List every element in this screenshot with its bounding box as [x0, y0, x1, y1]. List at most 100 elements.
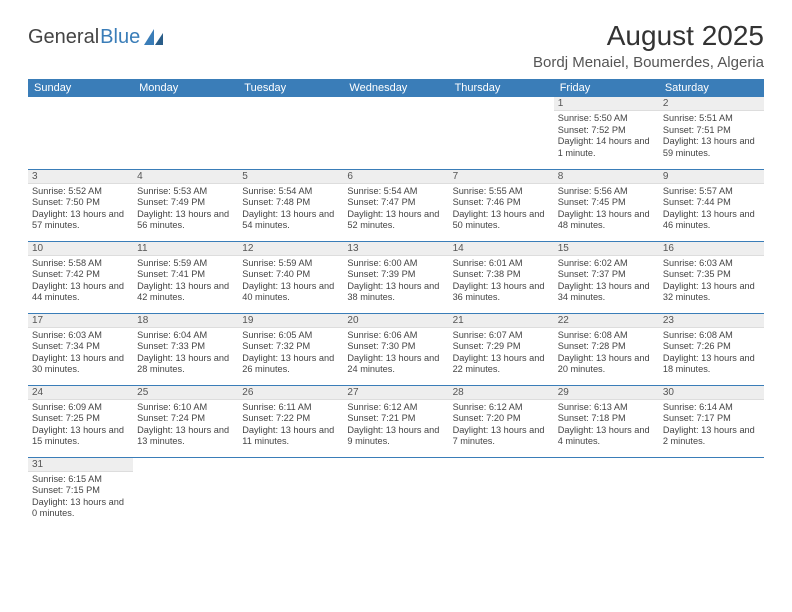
daylight-line: Daylight: 13 hours and 46 minutes.: [663, 209, 760, 232]
sunrise-line: Sunrise: 5:57 AM: [663, 186, 760, 198]
sunset-line: Sunset: 7:45 PM: [558, 197, 655, 209]
logo-text-general: General: [28, 26, 99, 49]
sunrise-line: Sunrise: 5:59 AM: [137, 258, 234, 270]
sunrise-line: Sunrise: 6:12 AM: [453, 402, 550, 414]
daylight-line: Daylight: 13 hours and 4 minutes.: [558, 425, 655, 448]
location: Bordj Menaiel, Boumerdes, Algeria: [533, 54, 764, 71]
day-number: 15: [554, 242, 659, 256]
sunrise-line: Sunrise: 6:09 AM: [32, 402, 129, 414]
day-details: Sunrise: 5:58 AMSunset: 7:42 PMDaylight:…: [28, 256, 133, 306]
daylight-line: Daylight: 13 hours and 30 minutes.: [32, 353, 129, 376]
daylight-line: Daylight: 13 hours and 52 minutes.: [347, 209, 444, 232]
day-number: 3: [28, 170, 133, 184]
calendar-day-cell: [554, 457, 659, 529]
day-details: Sunrise: 5:57 AMSunset: 7:44 PMDaylight:…: [659, 184, 764, 234]
sunset-line: Sunset: 7:29 PM: [453, 341, 550, 353]
sunrise-line: Sunrise: 6:05 AM: [242, 330, 339, 342]
sunset-line: Sunset: 7:47 PM: [347, 197, 444, 209]
daylight-line: Daylight: 13 hours and 32 minutes.: [663, 281, 760, 304]
calendar-day-cell: 5Sunrise: 5:54 AMSunset: 7:48 PMDaylight…: [238, 169, 343, 241]
daylight-line: Daylight: 13 hours and 44 minutes.: [32, 281, 129, 304]
calendar-day-cell: 6Sunrise: 5:54 AMSunset: 7:47 PMDaylight…: [343, 169, 448, 241]
sunrise-line: Sunrise: 5:58 AM: [32, 258, 129, 270]
sunset-line: Sunset: 7:17 PM: [663, 413, 760, 425]
calendar-week-row: 3Sunrise: 5:52 AMSunset: 7:50 PMDaylight…: [28, 169, 764, 241]
day-details: Sunrise: 5:53 AMSunset: 7:49 PMDaylight:…: [133, 184, 238, 234]
calendar-day-cell: [659, 457, 764, 529]
sunset-line: Sunset: 7:37 PM: [558, 269, 655, 281]
day-number: 28: [449, 386, 554, 400]
daylight-line: Daylight: 13 hours and 34 minutes.: [558, 281, 655, 304]
day-details: Sunrise: 6:15 AMSunset: 7:15 PMDaylight:…: [28, 472, 133, 522]
daylight-line: Daylight: 13 hours and 20 minutes.: [558, 353, 655, 376]
sunset-line: Sunset: 7:44 PM: [663, 197, 760, 209]
calendar-day-cell: 21Sunrise: 6:07 AMSunset: 7:29 PMDayligh…: [449, 313, 554, 385]
sunset-line: Sunset: 7:21 PM: [347, 413, 444, 425]
calendar-week-row: 10Sunrise: 5:58 AMSunset: 7:42 PMDayligh…: [28, 241, 764, 313]
daylight-line: Daylight: 13 hours and 36 minutes.: [453, 281, 550, 304]
day-details: Sunrise: 6:08 AMSunset: 7:26 PMDaylight:…: [659, 328, 764, 378]
day-number: 2: [659, 97, 764, 111]
daylight-line: Daylight: 13 hours and 13 minutes.: [137, 425, 234, 448]
daylight-line: Daylight: 13 hours and 50 minutes.: [453, 209, 550, 232]
day-details: Sunrise: 6:07 AMSunset: 7:29 PMDaylight:…: [449, 328, 554, 378]
header: GeneralBlue August 2025 Bordj Menaiel, B…: [28, 20, 764, 71]
calendar-day-cell: 22Sunrise: 6:08 AMSunset: 7:28 PMDayligh…: [554, 313, 659, 385]
title-block: August 2025 Bordj Menaiel, Boumerdes, Al…: [533, 20, 764, 71]
day-details: Sunrise: 6:14 AMSunset: 7:17 PMDaylight:…: [659, 400, 764, 450]
day-details: Sunrise: 6:03 AMSunset: 7:35 PMDaylight:…: [659, 256, 764, 306]
sunset-line: Sunset: 7:30 PM: [347, 341, 444, 353]
day-details: Sunrise: 6:13 AMSunset: 7:18 PMDaylight:…: [554, 400, 659, 450]
day-number: 10: [28, 242, 133, 256]
day-details: Sunrise: 6:10 AMSunset: 7:24 PMDaylight:…: [133, 400, 238, 450]
daylight-line: Daylight: 13 hours and 0 minutes.: [32, 497, 129, 520]
calendar-day-cell: [133, 97, 238, 169]
sunrise-line: Sunrise: 5:55 AM: [453, 186, 550, 198]
calendar-day-cell: 7Sunrise: 5:55 AMSunset: 7:46 PMDaylight…: [449, 169, 554, 241]
sunset-line: Sunset: 7:40 PM: [242, 269, 339, 281]
sunrise-line: Sunrise: 6:13 AM: [558, 402, 655, 414]
day-details: Sunrise: 6:02 AMSunset: 7:37 PMDaylight:…: [554, 256, 659, 306]
sunset-line: Sunset: 7:34 PM: [32, 341, 129, 353]
sunset-line: Sunset: 7:42 PM: [32, 269, 129, 281]
sunrise-line: Sunrise: 6:11 AM: [242, 402, 339, 414]
calendar-day-cell: 23Sunrise: 6:08 AMSunset: 7:26 PMDayligh…: [659, 313, 764, 385]
day-number: 8: [554, 170, 659, 184]
calendar-day-cell: 17Sunrise: 6:03 AMSunset: 7:34 PMDayligh…: [28, 313, 133, 385]
calendar-day-cell: 28Sunrise: 6:12 AMSunset: 7:20 PMDayligh…: [449, 385, 554, 457]
sunset-line: Sunset: 7:38 PM: [453, 269, 550, 281]
daylight-line: Daylight: 13 hours and 26 minutes.: [242, 353, 339, 376]
daylight-line: Daylight: 13 hours and 42 minutes.: [137, 281, 234, 304]
day-number: 9: [659, 170, 764, 184]
sunset-line: Sunset: 7:46 PM: [453, 197, 550, 209]
weekday-header: Thursday: [449, 79, 554, 97]
weekday-header: Friday: [554, 79, 659, 97]
sunset-line: Sunset: 7:39 PM: [347, 269, 444, 281]
calendar-day-cell: 4Sunrise: 5:53 AMSunset: 7:49 PMDaylight…: [133, 169, 238, 241]
daylight-line: Daylight: 13 hours and 22 minutes.: [453, 353, 550, 376]
calendar-day-cell: 19Sunrise: 6:05 AMSunset: 7:32 PMDayligh…: [238, 313, 343, 385]
calendar-day-cell: 27Sunrise: 6:12 AMSunset: 7:21 PMDayligh…: [343, 385, 448, 457]
day-number: 1: [554, 97, 659, 111]
calendar-day-cell: 15Sunrise: 6:02 AMSunset: 7:37 PMDayligh…: [554, 241, 659, 313]
day-number: 21: [449, 314, 554, 328]
day-details: Sunrise: 5:56 AMSunset: 7:45 PMDaylight:…: [554, 184, 659, 234]
sunset-line: Sunset: 7:48 PM: [242, 197, 339, 209]
daylight-line: Daylight: 13 hours and 11 minutes.: [242, 425, 339, 448]
calendar-day-cell: [343, 97, 448, 169]
sunrise-line: Sunrise: 6:03 AM: [663, 258, 760, 270]
calendar-body: 1Sunrise: 5:50 AMSunset: 7:52 PMDaylight…: [28, 97, 764, 529]
calendar-day-cell: 26Sunrise: 6:11 AMSunset: 7:22 PMDayligh…: [238, 385, 343, 457]
daylight-line: Daylight: 13 hours and 2 minutes.: [663, 425, 760, 448]
weekday-header: Saturday: [659, 79, 764, 97]
day-details: Sunrise: 6:03 AMSunset: 7:34 PMDaylight:…: [28, 328, 133, 378]
day-details: Sunrise: 6:12 AMSunset: 7:21 PMDaylight:…: [343, 400, 448, 450]
sunrise-line: Sunrise: 5:51 AM: [663, 113, 760, 125]
day-number: 31: [28, 458, 133, 472]
day-details: Sunrise: 5:54 AMSunset: 7:48 PMDaylight:…: [238, 184, 343, 234]
day-number: 25: [133, 386, 238, 400]
daylight-line: Daylight: 13 hours and 9 minutes.: [347, 425, 444, 448]
day-details: Sunrise: 6:11 AMSunset: 7:22 PMDaylight:…: [238, 400, 343, 450]
calendar-table: SundayMondayTuesdayWednesdayThursdayFrid…: [28, 79, 764, 529]
month-title: August 2025: [533, 20, 764, 52]
